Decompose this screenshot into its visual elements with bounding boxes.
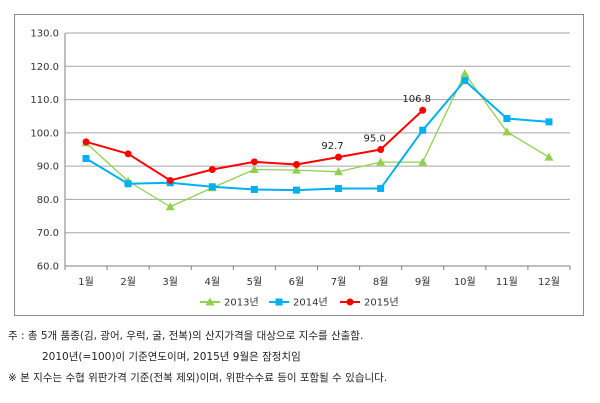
- point-2014년-11: [545, 118, 553, 126]
- point-2015년-4: [250, 158, 258, 166]
- footnote-line-1: 주 : 총 5개 품종(김, 광어, 우럭, 굴, 전복)의 산지가격을 대상으…: [8, 330, 364, 342]
- point-2015년-8: [419, 106, 427, 114]
- point-2013년-8: [418, 157, 428, 166]
- data-label: 92.7: [321, 141, 343, 152]
- x-tick-label: 11월: [496, 276, 518, 288]
- point-2013년-5: [291, 165, 301, 174]
- point-2014년-1: [124, 180, 132, 188]
- point-2014년-legend: [275, 298, 283, 306]
- point-2015년-legend: [346, 298, 354, 306]
- point-2014년-7: [377, 184, 385, 192]
- x-tick-label: 3월: [162, 276, 178, 288]
- point-2013년-9: [460, 69, 470, 78]
- x-tick-label: 7월: [331, 276, 347, 288]
- point-2013년-4: [249, 164, 259, 173]
- point-2014년-5: [292, 186, 300, 194]
- point-2014년-10: [503, 115, 511, 123]
- x-tick-label: 5월: [247, 276, 263, 288]
- x-tick-label: 9월: [415, 276, 431, 288]
- point-2014년-8: [419, 126, 427, 134]
- x-tick-label: 1월: [78, 276, 94, 288]
- point-2013년-legend: [205, 297, 215, 306]
- y-tick-label: 80.0: [37, 195, 59, 206]
- y-tick-label: 130.0: [30, 29, 59, 40]
- point-2015년-5: [292, 160, 300, 168]
- footnotes: 주 : 총 5개 품종(김, 광어, 우럭, 굴, 전복)의 산지가격을 대상으…: [8, 326, 594, 389]
- y-tick-label: 100.0: [30, 128, 59, 139]
- point-2014년-4: [250, 185, 258, 193]
- data-label: 95.0: [363, 134, 385, 145]
- point-2015년-3: [208, 165, 216, 173]
- data-label: 106.8: [402, 94, 431, 105]
- point-2013년-11: [544, 152, 554, 161]
- y-tick-label: 120.0: [30, 62, 59, 73]
- point-2014년-6: [335, 184, 343, 192]
- y-tick-label: 90.0: [37, 162, 59, 173]
- point-2015년-0: [82, 138, 90, 146]
- legend-label: 2013년: [224, 297, 259, 309]
- x-tick-label: 4월: [205, 276, 221, 288]
- legend-label: 2015년: [364, 297, 399, 309]
- x-tick-label: 6월: [289, 276, 305, 288]
- point-2014년-0: [82, 154, 90, 162]
- line-chart: 60.0 70.0 80.0 90.0 100.0 110.0 120.0 130.0 1월 2월…: [30, 29, 571, 309]
- point-2014년-9: [461, 77, 469, 85]
- footnote-line-3: ※ 본 지수는 수협 위판가격 기준(전복 제외)이며, 위판수수료 등이 포함…: [8, 372, 388, 384]
- series-line-2014년: [85, 79, 550, 192]
- x-tick-label: 12월: [538, 276, 560, 288]
- point-2014년-3: [208, 183, 216, 191]
- point-2013년-6: [334, 167, 344, 176]
- series-line-2013년: [85, 72, 550, 208]
- point-2015년-1: [124, 150, 132, 158]
- y-tick-label: 110.0: [30, 95, 59, 106]
- chart-frame: 60.0 70.0 80.0 90.0 100.0 110.0 120.0 130.0 1월 2월…: [14, 14, 584, 316]
- point-2013년-10: [502, 127, 512, 136]
- footnote-line-2: 2010년(=100)이 기준연도이며, 2015년 9월은 잠정치임: [42, 351, 301, 363]
- point-2013년-2: [165, 202, 175, 211]
- point-2013년-7: [376, 157, 386, 166]
- legend-label: 2014년: [293, 297, 328, 309]
- x-tick-label: 2월: [120, 276, 136, 288]
- point-2015년-2: [166, 176, 174, 184]
- x-tick-label: 10월: [454, 276, 476, 288]
- y-tick-label: 60.0: [37, 262, 59, 273]
- x-tick-label: 8월: [373, 276, 389, 288]
- point-2015년-7: [377, 146, 385, 153]
- y-tick-label: 70.0: [37, 228, 59, 239]
- point-2015년-6: [335, 153, 343, 161]
